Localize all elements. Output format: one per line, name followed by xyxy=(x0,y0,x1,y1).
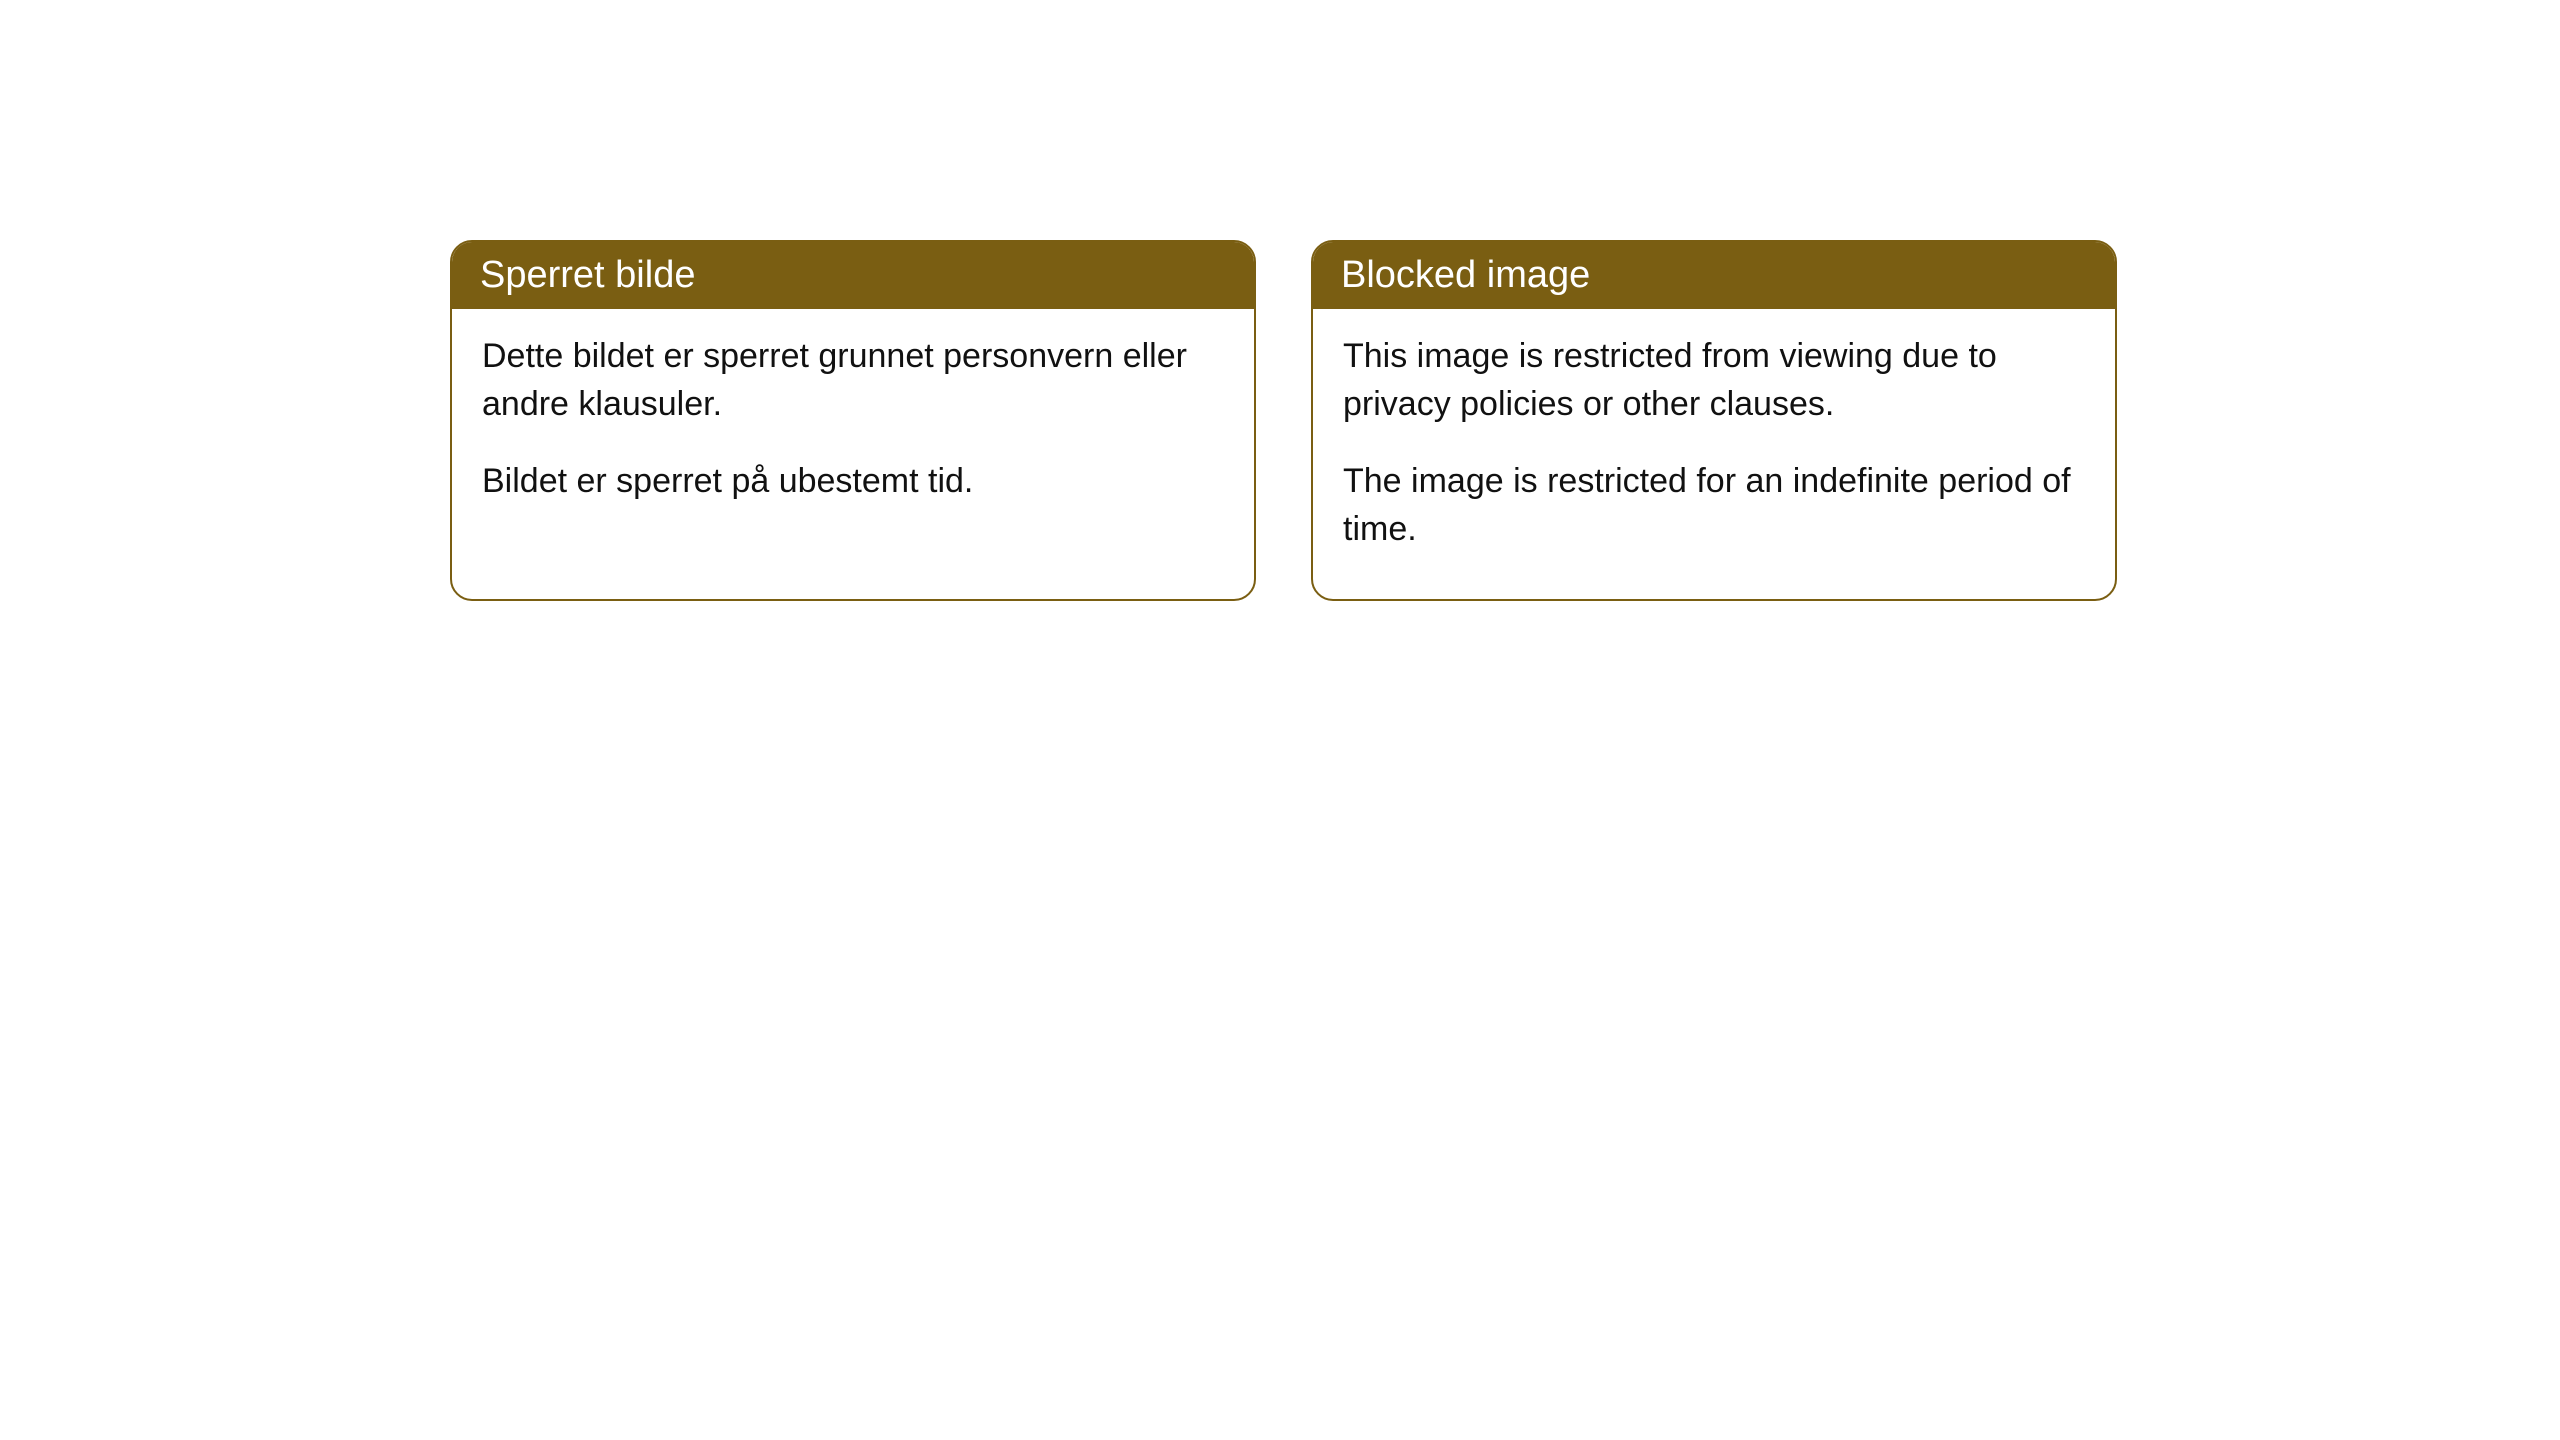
card-body-en: This image is restricted from viewing du… xyxy=(1313,309,2115,599)
cards-container: Sperret bilde Dette bildet er sperret gr… xyxy=(450,240,2117,601)
card-title-no: Sperret bilde xyxy=(480,254,695,296)
card-paragraph-no-1: Dette bildet er sperret grunnet personve… xyxy=(482,333,1224,428)
card-paragraph-en-1: This image is restricted from viewing du… xyxy=(1343,333,2085,428)
card-title-en: Blocked image xyxy=(1341,254,1590,296)
card-paragraph-no-2: Bildet er sperret på ubestemt tid. xyxy=(482,458,1224,506)
card-paragraph-en-2: The image is restricted for an indefinit… xyxy=(1343,458,2085,553)
card-body-no: Dette bildet er sperret grunnet personve… xyxy=(452,309,1254,552)
card-blocked-image-en: Blocked image This image is restricted f… xyxy=(1311,240,2117,601)
card-header-no: Sperret bilde xyxy=(452,242,1254,309)
card-blocked-image-no: Sperret bilde Dette bildet er sperret gr… xyxy=(450,240,1256,601)
card-header-en: Blocked image xyxy=(1313,242,2115,309)
